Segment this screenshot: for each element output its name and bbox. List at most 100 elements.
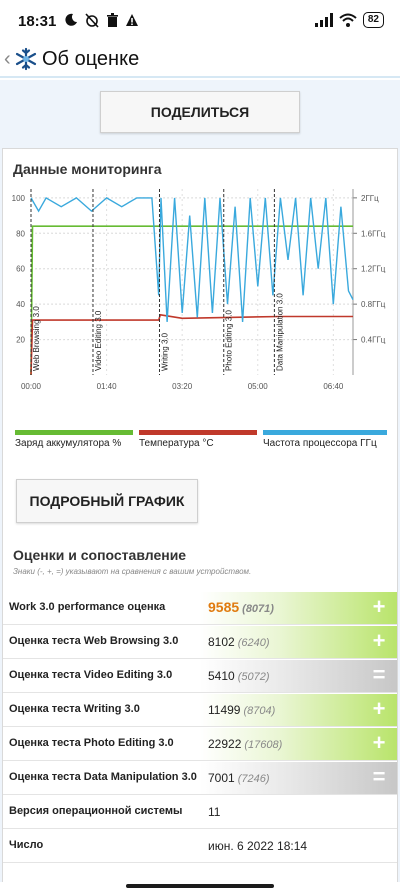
scores-list: Work 3.0 performance оценка 9585 (8071) + Оц… (3, 591, 397, 863)
score-row: Оценка теста Writing 3.0 11499 (8704) + (3, 693, 397, 727)
x-tick-label: 03:20 (172, 382, 193, 391)
y-left-tick-label: 20 (16, 336, 25, 345)
plus-icon: + (372, 696, 386, 721)
equals-icon: = (372, 764, 386, 789)
scores-note: Знаки (-, +, =) указывают на сравнения с… (13, 567, 252, 576)
score-row-label: Оценка теста Writing 3.0 (9, 703, 140, 715)
y-left-tick-label: 60 (16, 265, 25, 274)
y-right-tick-label: 2ГГц (361, 194, 379, 203)
wifi-icon (339, 13, 357, 27)
legend-temperature: Температура °C (139, 430, 257, 449)
y-right-tick-label: 0.8ГГц (361, 300, 386, 309)
chart-legend: Заряд аккумулятора % Температура °C Част… (15, 430, 389, 460)
plus-icon: + (372, 628, 386, 653)
score-row: Версия операционной системы 11 (3, 795, 397, 829)
legend-cpu-swatch (263, 430, 387, 435)
detailed-chart-button[interactable]: ПОДРОБНЫЙ ГРАФИК (16, 479, 198, 523)
score-row-label: Work 3.0 performance оценка (9, 601, 166, 613)
score-value-area: 22922 (17608) + (200, 728, 397, 760)
x-tick-label: 00:00 (21, 382, 42, 391)
app-bar: ‹ Об оценке (0, 42, 400, 78)
x-tick-label: 05:00 (248, 382, 269, 391)
score-row-label: Оценка теста Photo Editing 3.0 (9, 737, 174, 749)
score-row-label: Оценка теста Video Editing 3.0 (9, 669, 173, 681)
score-compare: (6240) (237, 637, 270, 649)
trash-icon (107, 13, 118, 27)
legend-battery: Заряд аккумулятора % (15, 430, 133, 449)
score-value: 7001 (7246) (208, 771, 270, 785)
y-right-tick-label: 1.6ГГц (361, 229, 386, 238)
snowflake-logo-icon (15, 47, 37, 71)
test-marker-label: Data Manipulation 3.0 (275, 293, 284, 371)
score-value: 22922 (17608) (208, 737, 283, 751)
score-value: июн. 6 2022 18:14 (208, 839, 308, 853)
y-left-tick-label: 100 (12, 194, 26, 203)
y-right-tick-label: 0.4ГГц (361, 336, 386, 345)
monitoring-chart-svg: 20 40 60 80 100 0.4ГГц 0.8ГГц 1.2ГГц 1.6ГГц 2ГГц 0… (12, 189, 386, 391)
warning-icon (126, 14, 138, 26)
score-row-label: Версия операционной системы (9, 805, 183, 817)
score-row: Число июн. 6 2022 18:14 (3, 829, 397, 863)
score-value-area: 5410 (5072) = (200, 660, 397, 692)
score-row: Оценка теста Data Manipulation 3.0 7001 (7… (3, 761, 397, 795)
score-compare: (5072) (237, 671, 270, 683)
scores-title: Оценки и сопоставление (13, 547, 187, 563)
x-tick-label: 06:40 (323, 382, 344, 391)
test-marker-label: Photo Editing 3.0 (225, 310, 234, 371)
score-row-label: Оценка теста Data Manipulation 3.0 (9, 771, 197, 783)
navigation-bar (0, 882, 400, 889)
y-left-tick-label: 80 (16, 229, 25, 238)
series-line-1 (30, 313, 353, 376)
score-value-area: 11499 (8704) + (200, 694, 397, 726)
plus-icon: + (372, 594, 386, 619)
y-left-tick-label: 40 (16, 300, 25, 309)
home-gesture-pill[interactable] (126, 884, 274, 888)
series-line-2 (30, 196, 354, 322)
monitoring-card: Данные мониторинга 20 40 60 80 100 0.4ГГц 0.8Г… (2, 148, 398, 889)
test-marker-label: Writing 3.0 (160, 332, 169, 371)
series-line-0 (30, 225, 353, 376)
back-chevron-icon[interactable]: ‹ (4, 48, 11, 70)
score-compare: (7246) (237, 773, 270, 785)
legend-battery-swatch (15, 430, 133, 435)
score-value: 11499 (8704) (208, 703, 276, 717)
score-row: Оценка теста Photo Editing 3.0 22922 (1760… (3, 727, 397, 761)
legend-cpu-label: Частота процессора ГГц (263, 438, 377, 449)
legend-temperature-label: Температура °C (139, 438, 214, 449)
monitoring-chart: 20 40 60 80 100 0.4ГГц 0.8ГГц 1.2ГГц 1.6ГГц 2ГГц 0… (3, 189, 399, 391)
test-marker-label: Video Editing 3.0 (94, 310, 103, 371)
legend-battery-label: Заряд аккумулятора % (15, 438, 122, 449)
moon-icon (65, 13, 77, 26)
test-marker-label: Web Browsing 3.0 (32, 306, 41, 371)
score-row: Оценка теста Video Editing 3.0 5410 (5072)… (3, 659, 397, 693)
score-value: 11 (208, 805, 221, 819)
score-row-label: Оценка теста Web Browsing 3.0 (9, 635, 179, 647)
score-value: 9585 (8071) (208, 599, 274, 615)
plus-icon: + (372, 730, 386, 755)
score-compare: (8071) (242, 603, 274, 615)
status-time: 18:31 (18, 13, 57, 30)
page-title: Об оценке (42, 48, 140, 70)
score-row: Work 3.0 performance оценка 9585 (8071) + (3, 591, 397, 625)
mute-alarm-icon (85, 13, 99, 28)
y-right-tick-label: 1.2ГГц (361, 265, 386, 274)
score-value: 8102 (6240) (208, 635, 270, 649)
battery-indicator: 82 (362, 12, 384, 28)
score-compare: (8704) (243, 705, 276, 717)
legend-cpu: Частота процессора ГГц (263, 430, 387, 449)
score-value-area: 7001 (7246) = (200, 762, 397, 794)
score-row-label: Число (9, 839, 44, 851)
x-tick-label: 01:40 (97, 382, 118, 391)
equals-icon: = (372, 662, 386, 687)
score-value: 5410 (5072) (208, 669, 270, 683)
score-value-area: 11 (200, 796, 397, 828)
score-compare: (17608) (244, 739, 283, 751)
score-row: Оценка теста Web Browsing 3.0 8102 (6240) + (3, 625, 397, 659)
score-value-area: 8102 (6240) + (200, 626, 397, 658)
legend-temperature-swatch (139, 430, 257, 435)
score-value-area: июн. 6 2022 18:14 (200, 830, 397, 862)
status-bar: 18:31 82 (0, 0, 400, 42)
content-area: ПОДЕЛИТЬСЯ Данные мониторинга 20 40 60 80 10… (0, 80, 400, 889)
signal-icon (314, 13, 333, 27)
share-button[interactable]: ПОДЕЛИТЬСЯ (100, 91, 300, 133)
